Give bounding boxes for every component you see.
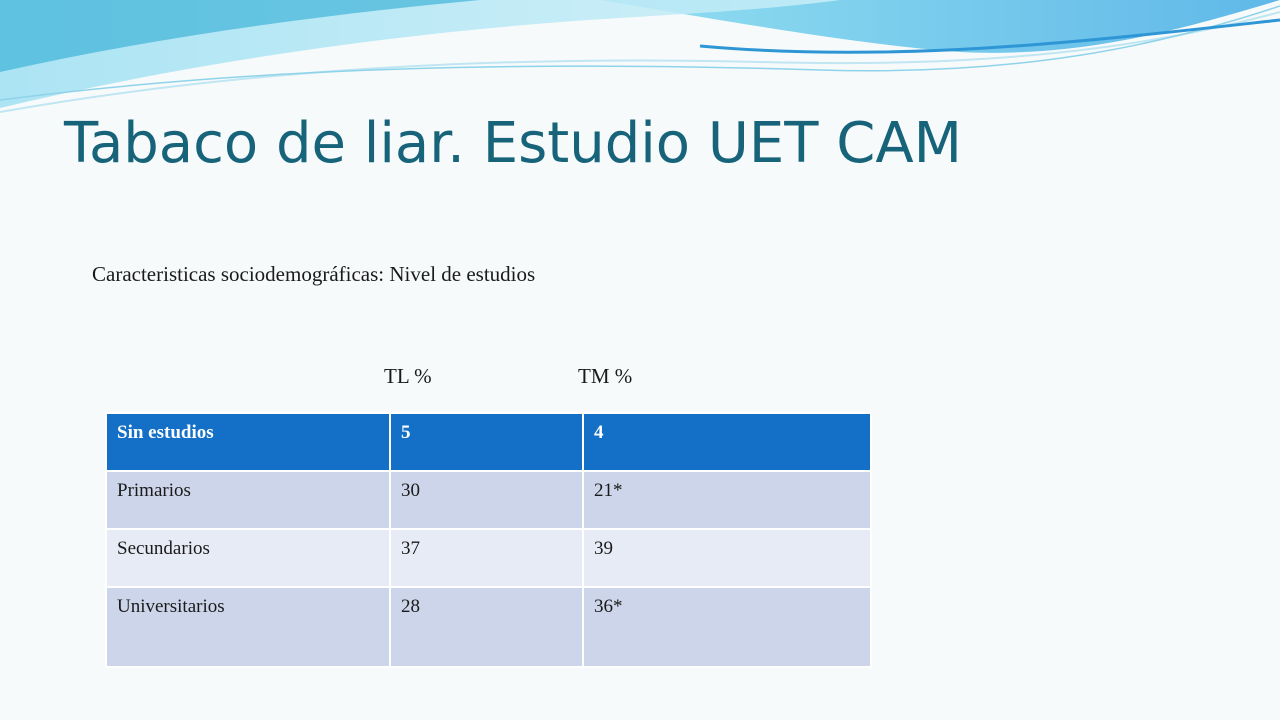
column-header-tl: TL % (384, 364, 432, 388)
row-label: Sin estudios (105, 412, 391, 472)
row-label: Secundarios (105, 528, 391, 588)
row-label: Primarios (105, 470, 391, 530)
column-header-tm: TM % (578, 364, 633, 388)
row-label: Universitarios (105, 586, 391, 668)
tm-value: 21* (582, 470, 872, 530)
tl-value: 37 (389, 528, 584, 588)
tm-value: 4 (582, 412, 872, 472)
tm-value: 39 (582, 528, 872, 588)
education-level-table: Sin estudios 5 4 Primarios 30 21* Secund… (105, 412, 872, 668)
tl-value: 5 (389, 412, 584, 472)
tm-value: 36* (582, 586, 872, 668)
table-row: Primarios 30 21* (105, 470, 872, 530)
slide-subtitle: Caracteristicas sociodemográficas: Nivel… (92, 262, 536, 286)
slide-title: Tabaco de liar. Estudio UET CAM (64, 111, 962, 176)
table-row: Universitarios 28 36* (105, 586, 872, 668)
table-row: Secundarios 37 39 (105, 528, 872, 588)
table-row: Sin estudios 5 4 (105, 412, 872, 472)
decorative-wave-banner (0, 0, 1280, 113)
tl-value: 28 (389, 586, 584, 668)
tl-value: 30 (389, 470, 584, 530)
